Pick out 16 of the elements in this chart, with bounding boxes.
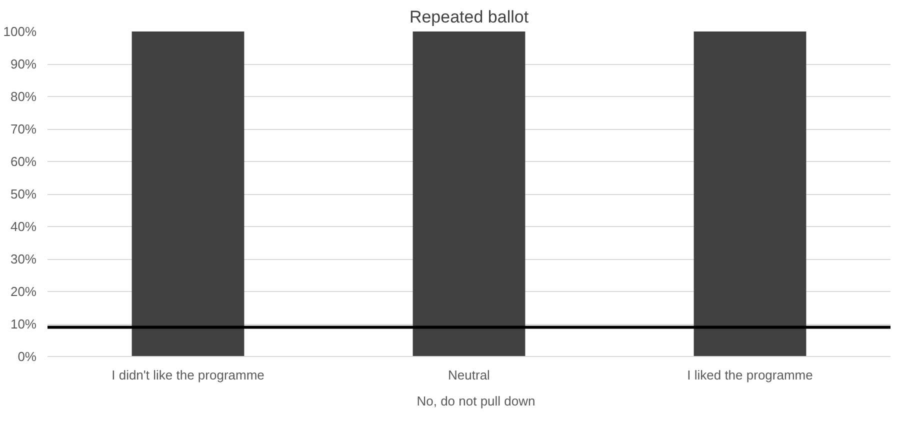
x-tick-label: Neutral (448, 368, 490, 382)
x-tick-label: I liked the programme (687, 368, 813, 382)
y-tick-label: 0% (18, 349, 37, 364)
y-tick-label: 90% (10, 56, 37, 72)
chart-title: Repeated ballot (409, 8, 529, 26)
y-tick-label: 60% (10, 154, 37, 169)
y-tick-label: 40% (10, 219, 37, 234)
y-tick-label: 80% (10, 89, 37, 104)
y-tick-label: 30% (10, 252, 37, 266)
y-tick-label: 20% (10, 284, 37, 299)
text: No, do not pull down (416, 394, 536, 408)
y-tick-label: 10% (10, 316, 37, 332)
y-tick-label: 70% (10, 122, 37, 136)
y-tick-label: 100% (3, 24, 37, 39)
x-tick-label: I didn't like the programme (112, 368, 264, 382)
y-tick-label: 50% (10, 186, 37, 202)
